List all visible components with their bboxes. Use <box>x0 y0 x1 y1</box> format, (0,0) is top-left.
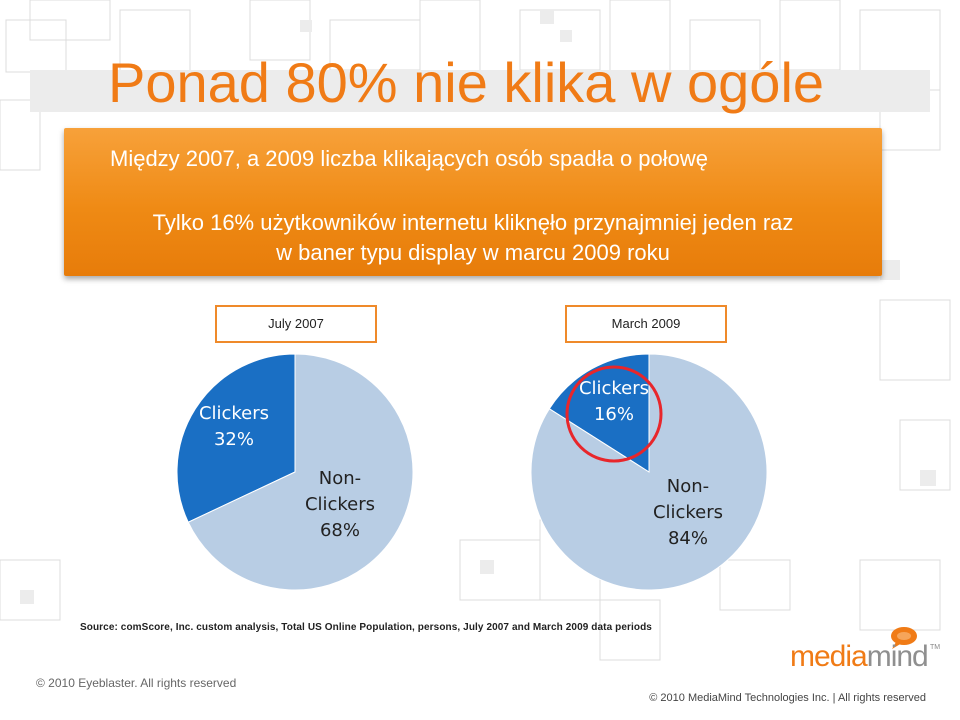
pie-slice-non-clickers-1 <box>187 353 414 591</box>
pie-label-non-clickers-2-line-3: 84% <box>668 528 708 549</box>
pie-label-clickers-1-line-1: Clickers <box>199 403 269 424</box>
pie-label-clickers-1-line-2: 32% <box>214 429 254 450</box>
copyright-right: © 2010 MediaMind Technologies Inc. | All… <box>649 692 926 704</box>
pie-label-clickers-2-line-1: Clickers <box>579 378 649 399</box>
chart-title-july-2007: July 2007 <box>215 305 377 343</box>
pie-label-non-clickers-2-line-2: Clickers <box>653 502 723 523</box>
pie-label-clickers-2-line-2: 16% <box>594 404 634 425</box>
highlight-box: Między 2007, a 2009 liczba klikających o… <box>64 128 882 276</box>
pie-slice-non-clickers-2 <box>530 353 768 591</box>
title-band <box>30 70 930 112</box>
mediamind-logo: mediamind TM <box>790 627 941 678</box>
pie-label-non-clickers-1-line-3: 68% <box>320 520 360 541</box>
pie-slice-clickers-1 <box>176 353 296 523</box>
key-point-2-line-b: w baner typu display w marcu 2009 roku <box>276 240 670 265</box>
pie-label-non-clickers-1-line-2: Clickers <box>305 494 375 515</box>
slide-title: Ponad 80% nie klika w ogóle <box>108 51 825 114</box>
logo-wordmark: mediamind <box>790 640 929 674</box>
pie-slice-clickers-2 <box>548 353 650 473</box>
pie-label-non-clickers-2-line-1: Non- <box>667 476 709 497</box>
key-point-1: Między 2007, a 2009 liczba klikających o… <box>110 146 709 171</box>
logo-part-mind: mind <box>866 640 929 673</box>
source-note: Source: comScore, Inc. custom analysis, … <box>80 622 652 633</box>
key-point-2-line-a: Tylko 16% użytkowników internetu kliknęł… <box>152 210 794 235</box>
chart-title-march-2009: March 2009 <box>565 305 727 343</box>
highlight-ring <box>565 365 663 463</box>
key-point-2: Tylko 16% użytkowników internetu kliknęł… <box>64 208 882 268</box>
speech-bubble-icon <box>891 627 917 649</box>
logo-trademark: TM <box>930 644 941 651</box>
copyright-left: © 2010 Eyeblaster. All rights reserved <box>36 676 237 690</box>
pie-label-non-clickers-1-line-1: Non- <box>319 468 361 489</box>
logo-part-media: media <box>790 640 868 673</box>
